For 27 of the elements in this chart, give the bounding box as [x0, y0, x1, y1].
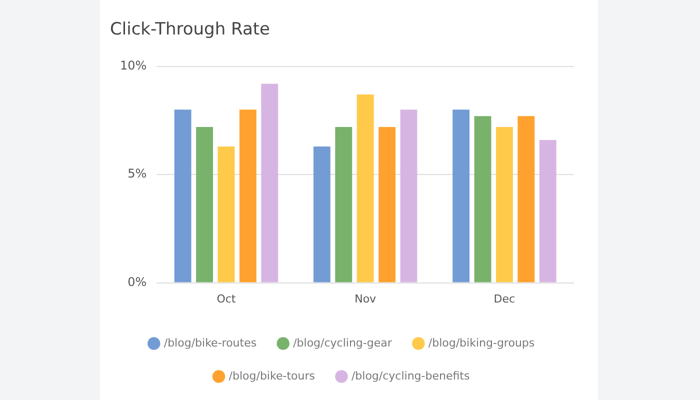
- bar: [496, 126, 513, 282]
- bar: [518, 116, 535, 282]
- bar: [218, 146, 235, 282]
- bar: [400, 110, 418, 282]
- bar: [539, 140, 556, 282]
- y-tick-label: 5%: [128, 166, 147, 181]
- legend-label: /blog/cycling-gear: [293, 336, 392, 350]
- bar: [261, 84, 278, 282]
- x-tick-label: Oct: [216, 292, 236, 306]
- bar: [378, 126, 396, 282]
- chart-title: Click-Through Rate: [110, 20, 270, 40]
- bar: [313, 146, 330, 282]
- legend-label: /blog/biking-groups: [428, 336, 535, 350]
- y-tick-label: 0%: [128, 274, 147, 289]
- bar: [452, 110, 470, 282]
- x-tick-label: Dec: [494, 292, 516, 306]
- y-tick-label: 10%: [120, 58, 147, 73]
- legend-label: /blog/cycling-benefits: [351, 369, 470, 382]
- bar: [196, 126, 213, 282]
- bar: [356, 94, 374, 282]
- bar: [239, 110, 256, 282]
- bar: [335, 126, 352, 282]
- bar: [174, 110, 192, 282]
- bar: [474, 116, 492, 282]
- x-tick-label: Nov: [354, 292, 377, 306]
- legend-label: /blog/bike-tours: [228, 369, 316, 382]
- legend-label: /blog/bike-routes: [164, 336, 257, 350]
